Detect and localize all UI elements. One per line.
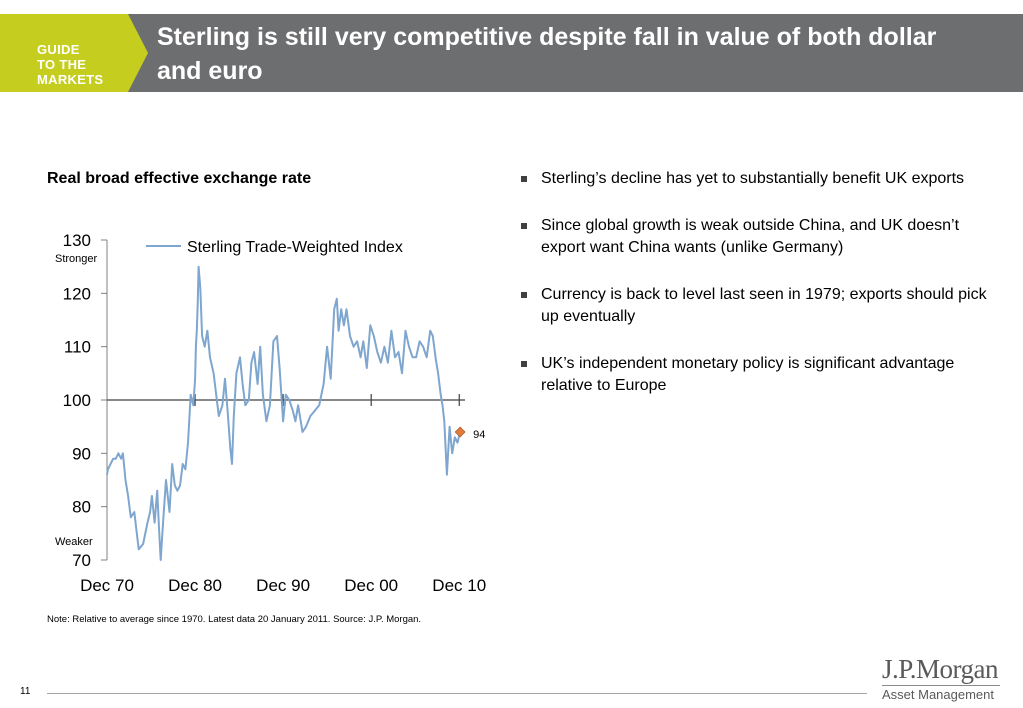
y-tick-label: 130	[63, 231, 91, 250]
y-tick-label: 70	[72, 551, 91, 570]
y-tick-label: 100	[63, 391, 91, 410]
bullet-square-icon	[521, 176, 527, 182]
x-tick-label: Dec 70	[80, 576, 134, 595]
footer-divider	[47, 693, 867, 694]
bullet-item: Currency is back to level last seen in 1…	[517, 284, 987, 328]
badge-label: GUIDE TO THE MARKETS	[37, 42, 103, 87]
series-line-sterling-twi	[106, 265, 462, 561]
jpmorgan-logo: J.P.Morgan Asset Management	[882, 654, 1000, 702]
chart-title: Real broad effective exchange rate	[47, 170, 312, 187]
latest-value-label: 94	[473, 429, 485, 441]
exchange-rate-chart: 70 80 90 100 110 120 130 Dec 70 Dec 80 Dec 90 Dec …	[55, 231, 486, 595]
y-tick-label: 80	[72, 498, 91, 517]
badge-line: GUIDE	[37, 42, 80, 57]
bullet-text: Sterling’s decline has yet to substantia…	[541, 170, 965, 187]
header-bar	[0, 14, 1023, 92]
latest-value-marker	[454, 426, 466, 438]
x-tick-label: Dec 00	[344, 576, 398, 595]
page-title: Sterling is still very competitive despi…	[157, 23, 937, 85]
legend-label: Sterling Trade-Weighted Index	[187, 239, 403, 256]
y-tick-label: 110	[64, 338, 91, 357]
y-tick-label: 90	[72, 444, 91, 463]
x-tick-label: Dec 80	[168, 576, 222, 595]
bullet-item: UK’s independent monetary policy is sign…	[517, 353, 987, 397]
page-number: 11	[20, 686, 31, 697]
bullet-item: Since global growth is weak outside Chin…	[517, 215, 987, 259]
badge-line: MARKETS	[37, 72, 104, 87]
stronger-label: Stronger	[55, 253, 98, 265]
y-tick-label: 120	[63, 284, 91, 303]
x-tick-label: Dec 90	[256, 576, 310, 595]
bullet-square-icon	[521, 361, 527, 367]
bullet-item: Sterling’s decline has yet to substantia…	[517, 168, 987, 190]
bullet-list: Sterling’s decline has yet to substantia…	[517, 168, 987, 422]
logo-divider	[882, 685, 1000, 686]
bullet-text: Currency is back to level last seen in 1…	[541, 286, 987, 325]
bullet-square-icon	[521, 292, 527, 298]
badge-line: TO THE	[37, 57, 87, 72]
weaker-label: Weaker	[55, 536, 93, 548]
bullet-text: Since global growth is weak outside Chin…	[541, 217, 960, 256]
chart-note: Note: Relative to average since 1970. La…	[47, 614, 422, 625]
bullet-text: UK’s independent monetary policy is sign…	[541, 355, 955, 394]
guide-to-markets-badge: GUIDE TO THE MARKETS	[0, 14, 148, 92]
bullet-square-icon	[521, 223, 527, 229]
logo-sub-text: Asset Management	[882, 687, 995, 702]
logo-main-text: J.P.Morgan	[882, 654, 999, 684]
badge-shape	[0, 14, 148, 92]
x-tick-label: Dec 10	[432, 576, 486, 595]
